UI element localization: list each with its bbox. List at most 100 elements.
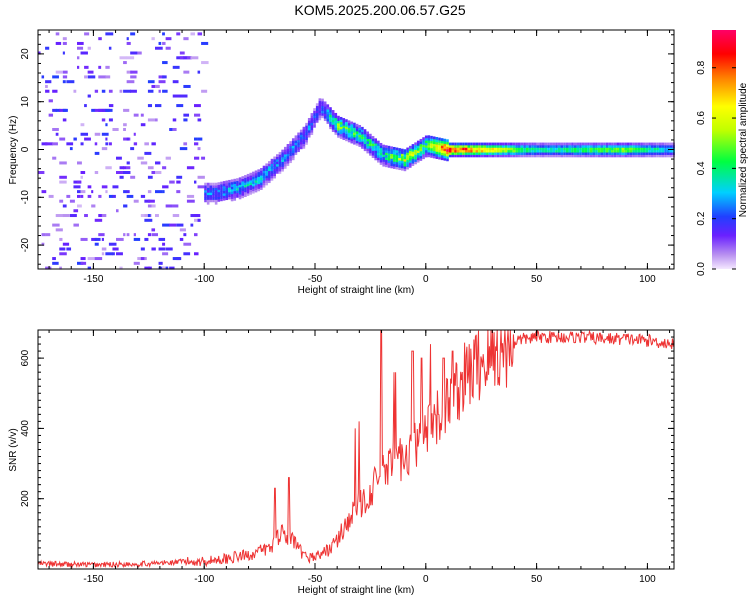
spectrogram-cell xyxy=(66,194,71,198)
x-tick-label: 100 xyxy=(639,574,656,585)
spectrogram-cell xyxy=(353,129,356,133)
spectrogram-cell xyxy=(611,144,614,148)
spectrogram-cell xyxy=(456,144,460,148)
spectrogram-cell xyxy=(80,257,86,261)
spectrogram-cell xyxy=(331,126,335,130)
spectrogram-cell xyxy=(608,142,612,146)
spectrogram-cell xyxy=(299,134,303,138)
spectrogram-cell xyxy=(212,199,215,203)
spectrogram-cell xyxy=(257,171,260,175)
spectrogram-cell xyxy=(361,126,364,130)
spectrogram-cell xyxy=(406,154,409,158)
spectrogram-cell xyxy=(369,152,372,156)
spectrogram-cell xyxy=(456,152,460,155)
spectrogram-cell xyxy=(624,152,627,155)
spectrogram-cell xyxy=(507,144,510,148)
spectrogram-cell xyxy=(98,65,102,69)
spectrogram-cell xyxy=(416,159,420,163)
spectrogram-cell xyxy=(214,187,218,191)
spectrogram-cell xyxy=(147,190,152,194)
spectrogram-cell xyxy=(55,132,59,136)
spectrogram-cell xyxy=(183,118,188,122)
spectrogram-cell xyxy=(342,137,346,141)
spectrogram-cell xyxy=(656,152,659,155)
spectrogram-cell xyxy=(387,162,391,166)
spectrogram-cell xyxy=(252,185,255,189)
spectrogram-cell xyxy=(59,161,67,165)
spectrogram-cell xyxy=(206,194,210,198)
spectrogram-cell xyxy=(144,151,152,155)
spectrogram-cell xyxy=(144,237,149,241)
spectrogram-cell xyxy=(510,154,513,158)
spectrogram-cell xyxy=(637,149,641,153)
spectrogram-cell xyxy=(307,127,311,131)
spectrogram-cell xyxy=(105,252,113,256)
spectrogram-cell xyxy=(424,142,428,146)
spectrogram-cell xyxy=(464,147,468,151)
spectrogram-cell xyxy=(225,187,229,191)
spectrogram-cell xyxy=(302,141,306,144)
spectrogram-cell xyxy=(472,149,476,153)
spectrogram-cell xyxy=(252,176,255,180)
spectrogram-cell xyxy=(69,214,77,218)
spectrogram-cell xyxy=(363,133,367,137)
spectrogram-cell xyxy=(645,152,649,155)
spectrogram-cell xyxy=(432,146,436,149)
spectrogram-cell xyxy=(209,185,213,188)
spectrogram-cell xyxy=(640,142,643,146)
spectrogram-cell xyxy=(176,223,184,227)
spectrogram-cell xyxy=(291,157,295,161)
y-tick-label: 400 xyxy=(20,420,31,437)
spectrogram-cell xyxy=(329,123,332,127)
spectrogram-cell xyxy=(600,152,604,155)
spectrogram-cell xyxy=(222,183,226,187)
spectrogram-cell xyxy=(557,147,561,151)
spectrogram-cell xyxy=(563,147,566,151)
spectrogram-cell xyxy=(408,164,412,168)
spectrogram-cell xyxy=(379,162,383,165)
spectrogram-cell xyxy=(539,149,542,153)
spectrogram-cell xyxy=(194,214,201,218)
spectrogram-cell xyxy=(531,144,534,148)
spectrogram-cell xyxy=(374,143,377,146)
spectrogram-cell xyxy=(233,193,237,196)
spectrogram-cell xyxy=(334,124,338,128)
spectrogram-cell xyxy=(220,181,223,185)
spectrogram-cell xyxy=(613,154,617,158)
spectrogram-cell xyxy=(459,154,463,158)
spectrogram-cell xyxy=(294,149,298,153)
spectrogram-cell xyxy=(448,147,452,151)
spectrogram-cell xyxy=(627,149,630,153)
spectrogram-cell xyxy=(533,144,537,148)
spectrogram-cell xyxy=(568,144,572,148)
spectrogram-cell xyxy=(270,177,274,181)
spectrogram-cell xyxy=(283,165,287,169)
spectrogram-cell xyxy=(222,181,226,184)
spectrogram-cell xyxy=(339,126,343,130)
spectrogram-cell xyxy=(347,132,351,136)
spectrogram-cell xyxy=(472,152,476,155)
spectrogram-cell xyxy=(515,142,518,146)
spectrogram-cell xyxy=(411,163,415,167)
spectrogram-cell xyxy=(130,70,138,74)
spectrogram-cell xyxy=(400,165,404,169)
spectrogram-cell xyxy=(291,150,295,154)
spectrogram-cell xyxy=(592,149,596,153)
spectrogram-cell xyxy=(77,180,82,184)
spectrogram-cell xyxy=(377,147,380,151)
spectrogram-cell xyxy=(650,144,654,148)
spectrogram-cell xyxy=(406,149,409,153)
spectrogram-cell xyxy=(629,142,633,146)
spectrogram-cell xyxy=(435,156,439,159)
spectrogram-cell xyxy=(262,168,266,171)
spectrogram-cell xyxy=(603,154,606,158)
spectrogram-cell xyxy=(233,188,237,192)
spectrogram-cell xyxy=(147,104,153,108)
spectrogram-cell xyxy=(55,41,62,45)
spectrogram-cell xyxy=(342,130,346,133)
spectrogram-cell xyxy=(369,138,372,142)
spectrogram-cell xyxy=(297,139,300,143)
spectrogram-cell xyxy=(427,135,431,139)
spectrogram-cell xyxy=(80,237,88,241)
spectrogram-cell xyxy=(573,149,577,153)
